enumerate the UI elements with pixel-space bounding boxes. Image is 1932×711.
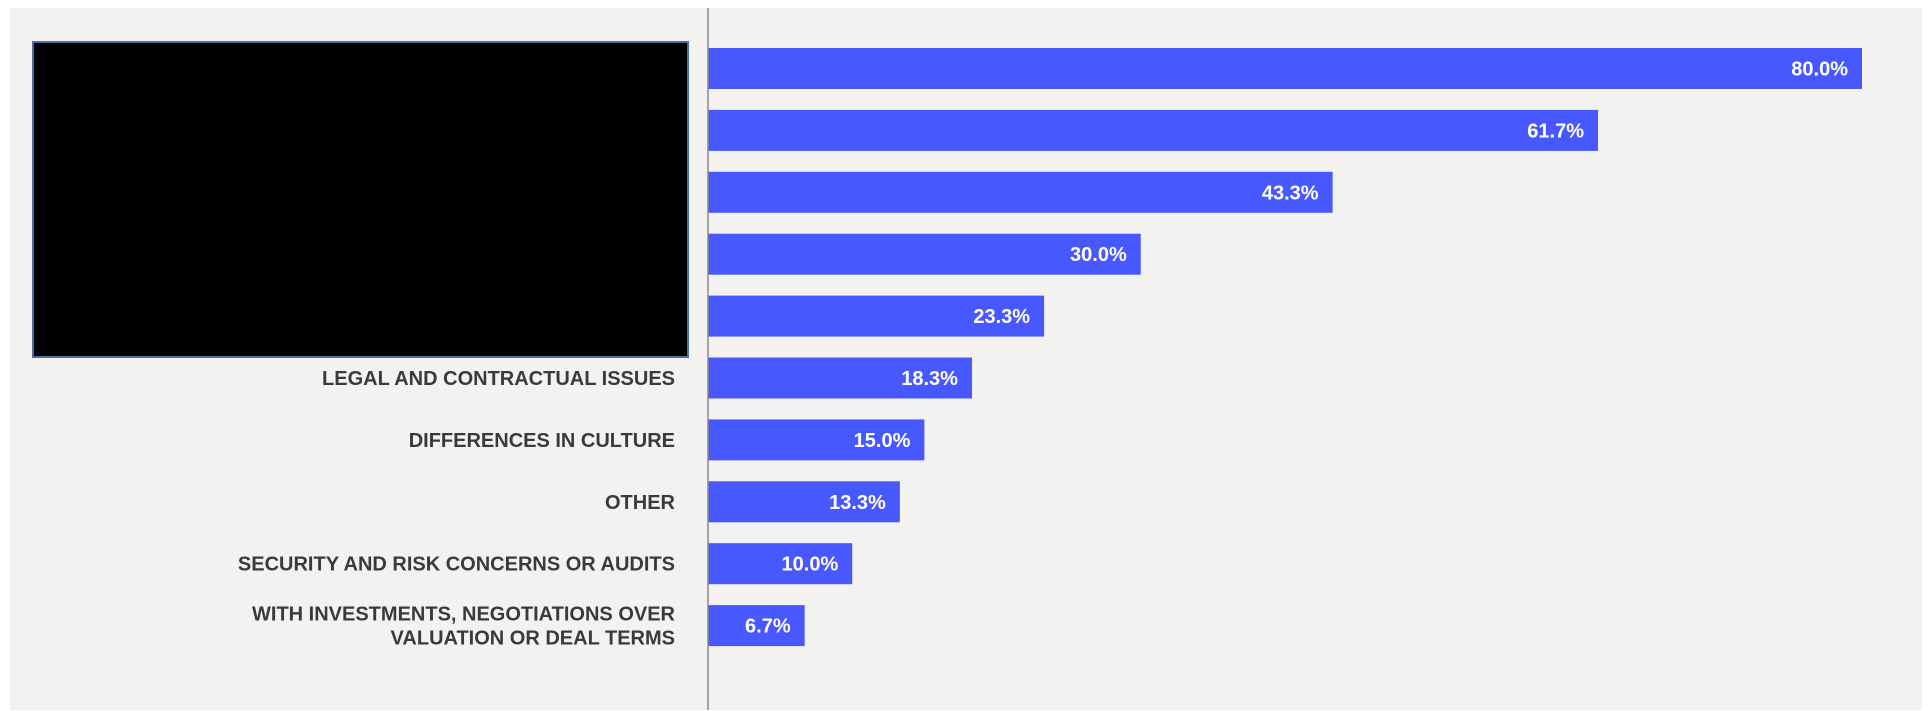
category-labels-group: LEGAL AND CONTRACTUAL ISSUES DIFFERENCES … [238, 368, 676, 650]
bar-value-label-2: 43.3% [1262, 182, 1319, 204]
bar-1 [708, 109, 1599, 151]
bar-value-label-3: 30.0% [1070, 244, 1127, 266]
category-label-9: WITH INVESTMENTS, NEGOTIATIONS OVER VALUA… [252, 604, 676, 650]
bar-value-label-8: 10.0% [782, 554, 839, 576]
bar-value-label-7: 13.3% [829, 492, 886, 514]
bar-value-label-6: 15.0% [854, 430, 911, 452]
bar-value-label-1: 61.7% [1527, 120, 1584, 142]
bar-value-label-4: 23.3% [973, 306, 1030, 328]
bar-value-label-0: 80.0% [1791, 59, 1848, 81]
category-label-7: OTHER [605, 492, 676, 514]
category-label-8: SECURITY AND RISK CONCERNS OR AUDITS [238, 554, 675, 576]
redacted-labels-block [32, 41, 689, 358]
bar-chart: 80.0% 61.7% 43.3% 30.0% 23.3% 18.3% 15.0% 13.3%… [238, 8, 1862, 710]
bar-6 [708, 419, 925, 461]
bar-8 [708, 543, 853, 585]
category-label-5: LEGAL AND CONTRACTUAL ISSUES [322, 368, 675, 390]
bar-2 [708, 171, 1333, 213]
category-label-6: DIFFERENCES IN CULTURE [409, 430, 675, 452]
bar-7 [708, 481, 900, 523]
bar-9 [708, 605, 805, 647]
bar-3 [708, 233, 1141, 275]
bar-value-label-5: 18.3% [901, 368, 958, 390]
bar-value-label-9: 6.7% [745, 616, 791, 638]
bar-5 [708, 357, 972, 399]
chart-frame: 80.0% 61.7% 43.3% 30.0% 23.3% 18.3% 15.0% 13.3%… [10, 8, 1922, 710]
bars-group: 80.0% 61.7% 43.3% 30.0% 23.3% 18.3% 15.0% 13.3%… [708, 48, 1862, 647]
bar-4 [708, 295, 1045, 337]
bar-0 [708, 48, 1862, 89]
